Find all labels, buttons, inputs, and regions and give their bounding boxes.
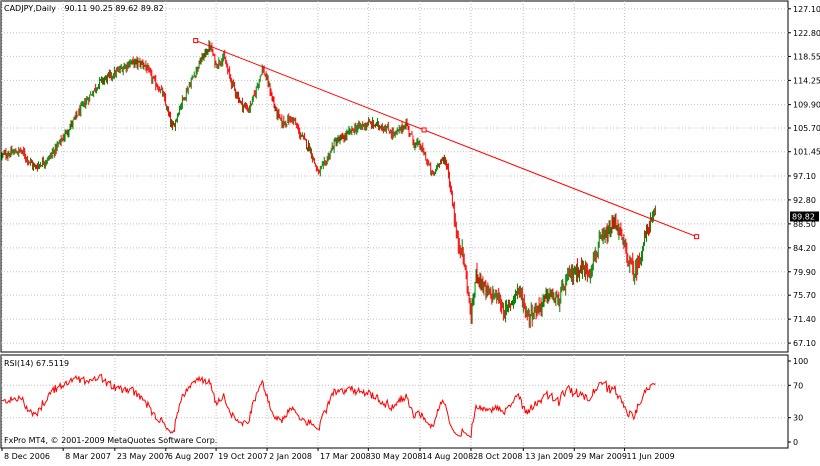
price-tick-label: 101.45	[793, 148, 820, 157]
rsi-tick-label: 30	[793, 414, 803, 423]
time-tick-label: 19 Oct 2007	[218, 452, 267, 461]
trendline-mid-handle[interactable]	[421, 127, 427, 133]
symbol-label: CADJPY,Daily 90.11 90.25 89.62 89.82	[4, 4, 164, 13]
time-tick-label: 14 Aug 2008	[422, 452, 473, 461]
price-candles	[1, 40, 656, 329]
time-tick-label: 8 Dec 2006	[4, 452, 50, 461]
time-tick-label: 8 Mar 2007	[65, 452, 111, 461]
symbol-timeframe-text: CADJPY,Daily	[4, 4, 56, 13]
current-price-badge: 89.82	[790, 211, 819, 222]
price-axis[interactable]: 127.10 122.80 118.55 114.25 109.90 105.70 101.…	[788, 5, 820, 348]
rsi-pane-frame	[0, 354, 789, 449]
rsi-axis[interactable]: 100 70 30 0	[788, 357, 808, 447]
time-tick-label: 2 Jan 2008	[269, 452, 312, 461]
rsi-grid	[1, 355, 788, 448]
time-tick-label: 11 Jun 2009	[627, 452, 675, 461]
rsi-tick-label: 70	[793, 381, 803, 390]
price-tick-label: 122.80	[793, 29, 820, 38]
price-tick-label: 71.40	[793, 315, 816, 324]
time-tick-label: 29 Mar 2009	[576, 452, 627, 461]
time-tick-label: 23 May 2007	[117, 452, 169, 461]
current-price-badge-bg	[790, 211, 819, 222]
price-tick-label: 114.25	[793, 76, 820, 85]
price-tick-label: 109.90	[793, 101, 820, 110]
trendline-object[interactable]	[193, 38, 700, 240]
copyright-text: FxPro MT4, © 2001-2009 MetaQuotes Softwa…	[4, 436, 217, 445]
price-tick-label: 92.80	[793, 196, 816, 205]
time-tick-label: 13 Jan 2009	[525, 452, 573, 461]
rsi-label: RSI(14) 67.5119	[4, 359, 69, 368]
price-tick-label: 118.55	[793, 52, 820, 61]
price-tick-label: 84.20	[793, 244, 816, 253]
rsi-tick-label: 0	[793, 438, 798, 447]
ohlc-values-text: 90.11 90.25 89.62 89.82	[64, 4, 163, 13]
price-tick-label: 75.70	[793, 291, 816, 300]
price-tick-label: 97.10	[793, 172, 816, 181]
trendline-start-handle[interactable]	[193, 38, 199, 44]
time-tick-label: 28 Oct 2008	[473, 452, 522, 461]
trendline[interactable]	[195, 40, 697, 238]
price-tick-label: 88.50	[793, 220, 816, 229]
rsi-series-line	[1, 373, 656, 439]
price-tick-label: 67.10	[793, 339, 816, 348]
rsi-tick-label: 100	[793, 357, 808, 366]
time-tick-label: 30 May 2008	[370, 452, 422, 461]
rsi-pane[interactable]: 100 70 30 0 RSI(14) 67.5119 FxPro MT4, © 20…	[0, 354, 808, 449]
price-pane[interactable]: 127.10 122.80 118.55 114.25 109.90 105.70 101.…	[0, 0, 820, 353]
price-grid	[1, 1, 788, 352]
time-tick-label: 17 Mar 2008	[320, 452, 371, 461]
time-tick-label: 6 Aug 2007	[168, 452, 214, 461]
price-pane-frame	[0, 0, 789, 353]
price-tick-label: 127.10	[793, 5, 820, 14]
current-price-text: 89.82	[792, 213, 815, 222]
price-tick-label: 79.90	[793, 268, 816, 277]
price-tick-label: 105.70	[793, 124, 820, 133]
trendline-end-handle[interactable]	[694, 234, 700, 240]
